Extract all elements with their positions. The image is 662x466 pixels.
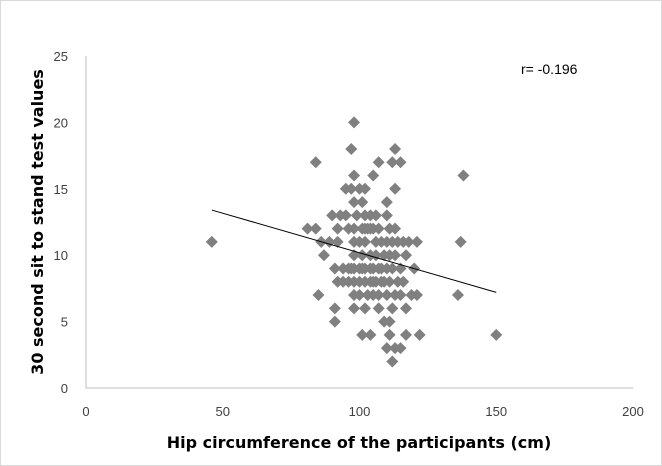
x-tick-label: 50 [216, 404, 230, 419]
data-point [331, 222, 344, 235]
y-tick-label: 25 [54, 49, 68, 64]
data-point [348, 222, 361, 235]
data-point [358, 235, 371, 248]
data-point [345, 142, 358, 155]
data-point [353, 289, 366, 302]
data-point [372, 222, 385, 235]
trendline [211, 209, 497, 293]
data-point [380, 196, 393, 209]
y-axis-title: 30 second sit to stand test values [28, 69, 47, 375]
data-point [389, 142, 402, 155]
x-tick-labels: 0 50 100 150 200 [82, 404, 643, 419]
data-point [399, 328, 412, 341]
data-point [386, 156, 399, 169]
data-point [328, 302, 341, 315]
x-tick-label: 0 [82, 404, 89, 419]
data-point [389, 249, 402, 262]
data-point [410, 235, 423, 248]
data-point [317, 249, 330, 262]
data-point [331, 235, 344, 248]
data-point [348, 196, 361, 209]
data-point [367, 169, 380, 182]
y-tick-label: 15 [54, 182, 68, 197]
data-point [328, 262, 341, 275]
data-point [457, 169, 470, 182]
data-point [394, 342, 407, 355]
data-point [389, 222, 402, 235]
data-point [312, 289, 325, 302]
data-point [399, 302, 412, 315]
data-point [386, 262, 399, 275]
data-point [345, 182, 358, 195]
data-point [339, 209, 352, 222]
data-point [301, 222, 314, 235]
data-point [372, 289, 385, 302]
data-point [350, 209, 363, 222]
correlation-annotation: r= -0.196 [521, 61, 578, 77]
data-point [394, 156, 407, 169]
data-point [413, 328, 426, 341]
data-point [389, 182, 402, 195]
data-point [348, 302, 361, 315]
x-tick-label: 100 [349, 404, 371, 419]
data-point [348, 169, 361, 182]
data-point [380, 209, 393, 222]
data-point [380, 289, 393, 302]
data-point [397, 275, 410, 288]
x-tick-label: 150 [485, 404, 507, 419]
data-point [326, 209, 339, 222]
y-tick-label: 0 [61, 381, 68, 396]
data-point [364, 328, 377, 341]
data-points [205, 116, 503, 368]
y-tick-label: 5 [61, 315, 68, 330]
y-tick-label: 20 [54, 115, 68, 130]
data-point [309, 222, 322, 235]
data-point [205, 235, 218, 248]
y-tick-labels: 0 5 10 15 20 25 [54, 49, 68, 396]
data-point [490, 328, 503, 341]
data-point [399, 249, 412, 262]
x-axis-title: Hip circumference of the participants (c… [167, 433, 552, 452]
data-point [410, 289, 423, 302]
data-point [356, 249, 369, 262]
x-tick-label: 200 [622, 404, 644, 419]
data-point [402, 235, 415, 248]
data-point [372, 156, 385, 169]
data-point [383, 328, 396, 341]
data-point [451, 289, 464, 302]
data-point [369, 209, 382, 222]
data-point [386, 302, 399, 315]
data-point [372, 302, 385, 315]
data-point [386, 355, 399, 368]
data-point [309, 156, 322, 169]
data-point [383, 315, 396, 328]
data-point [380, 342, 393, 355]
data-point [369, 249, 382, 262]
data-point [348, 116, 361, 129]
data-point [454, 235, 467, 248]
data-point [383, 275, 396, 288]
data-point [394, 289, 407, 302]
data-point [328, 315, 341, 328]
data-point [358, 302, 371, 315]
data-point [358, 182, 371, 195]
data-point [356, 328, 369, 341]
data-point [356, 196, 369, 209]
y-tick-label: 10 [54, 248, 68, 263]
